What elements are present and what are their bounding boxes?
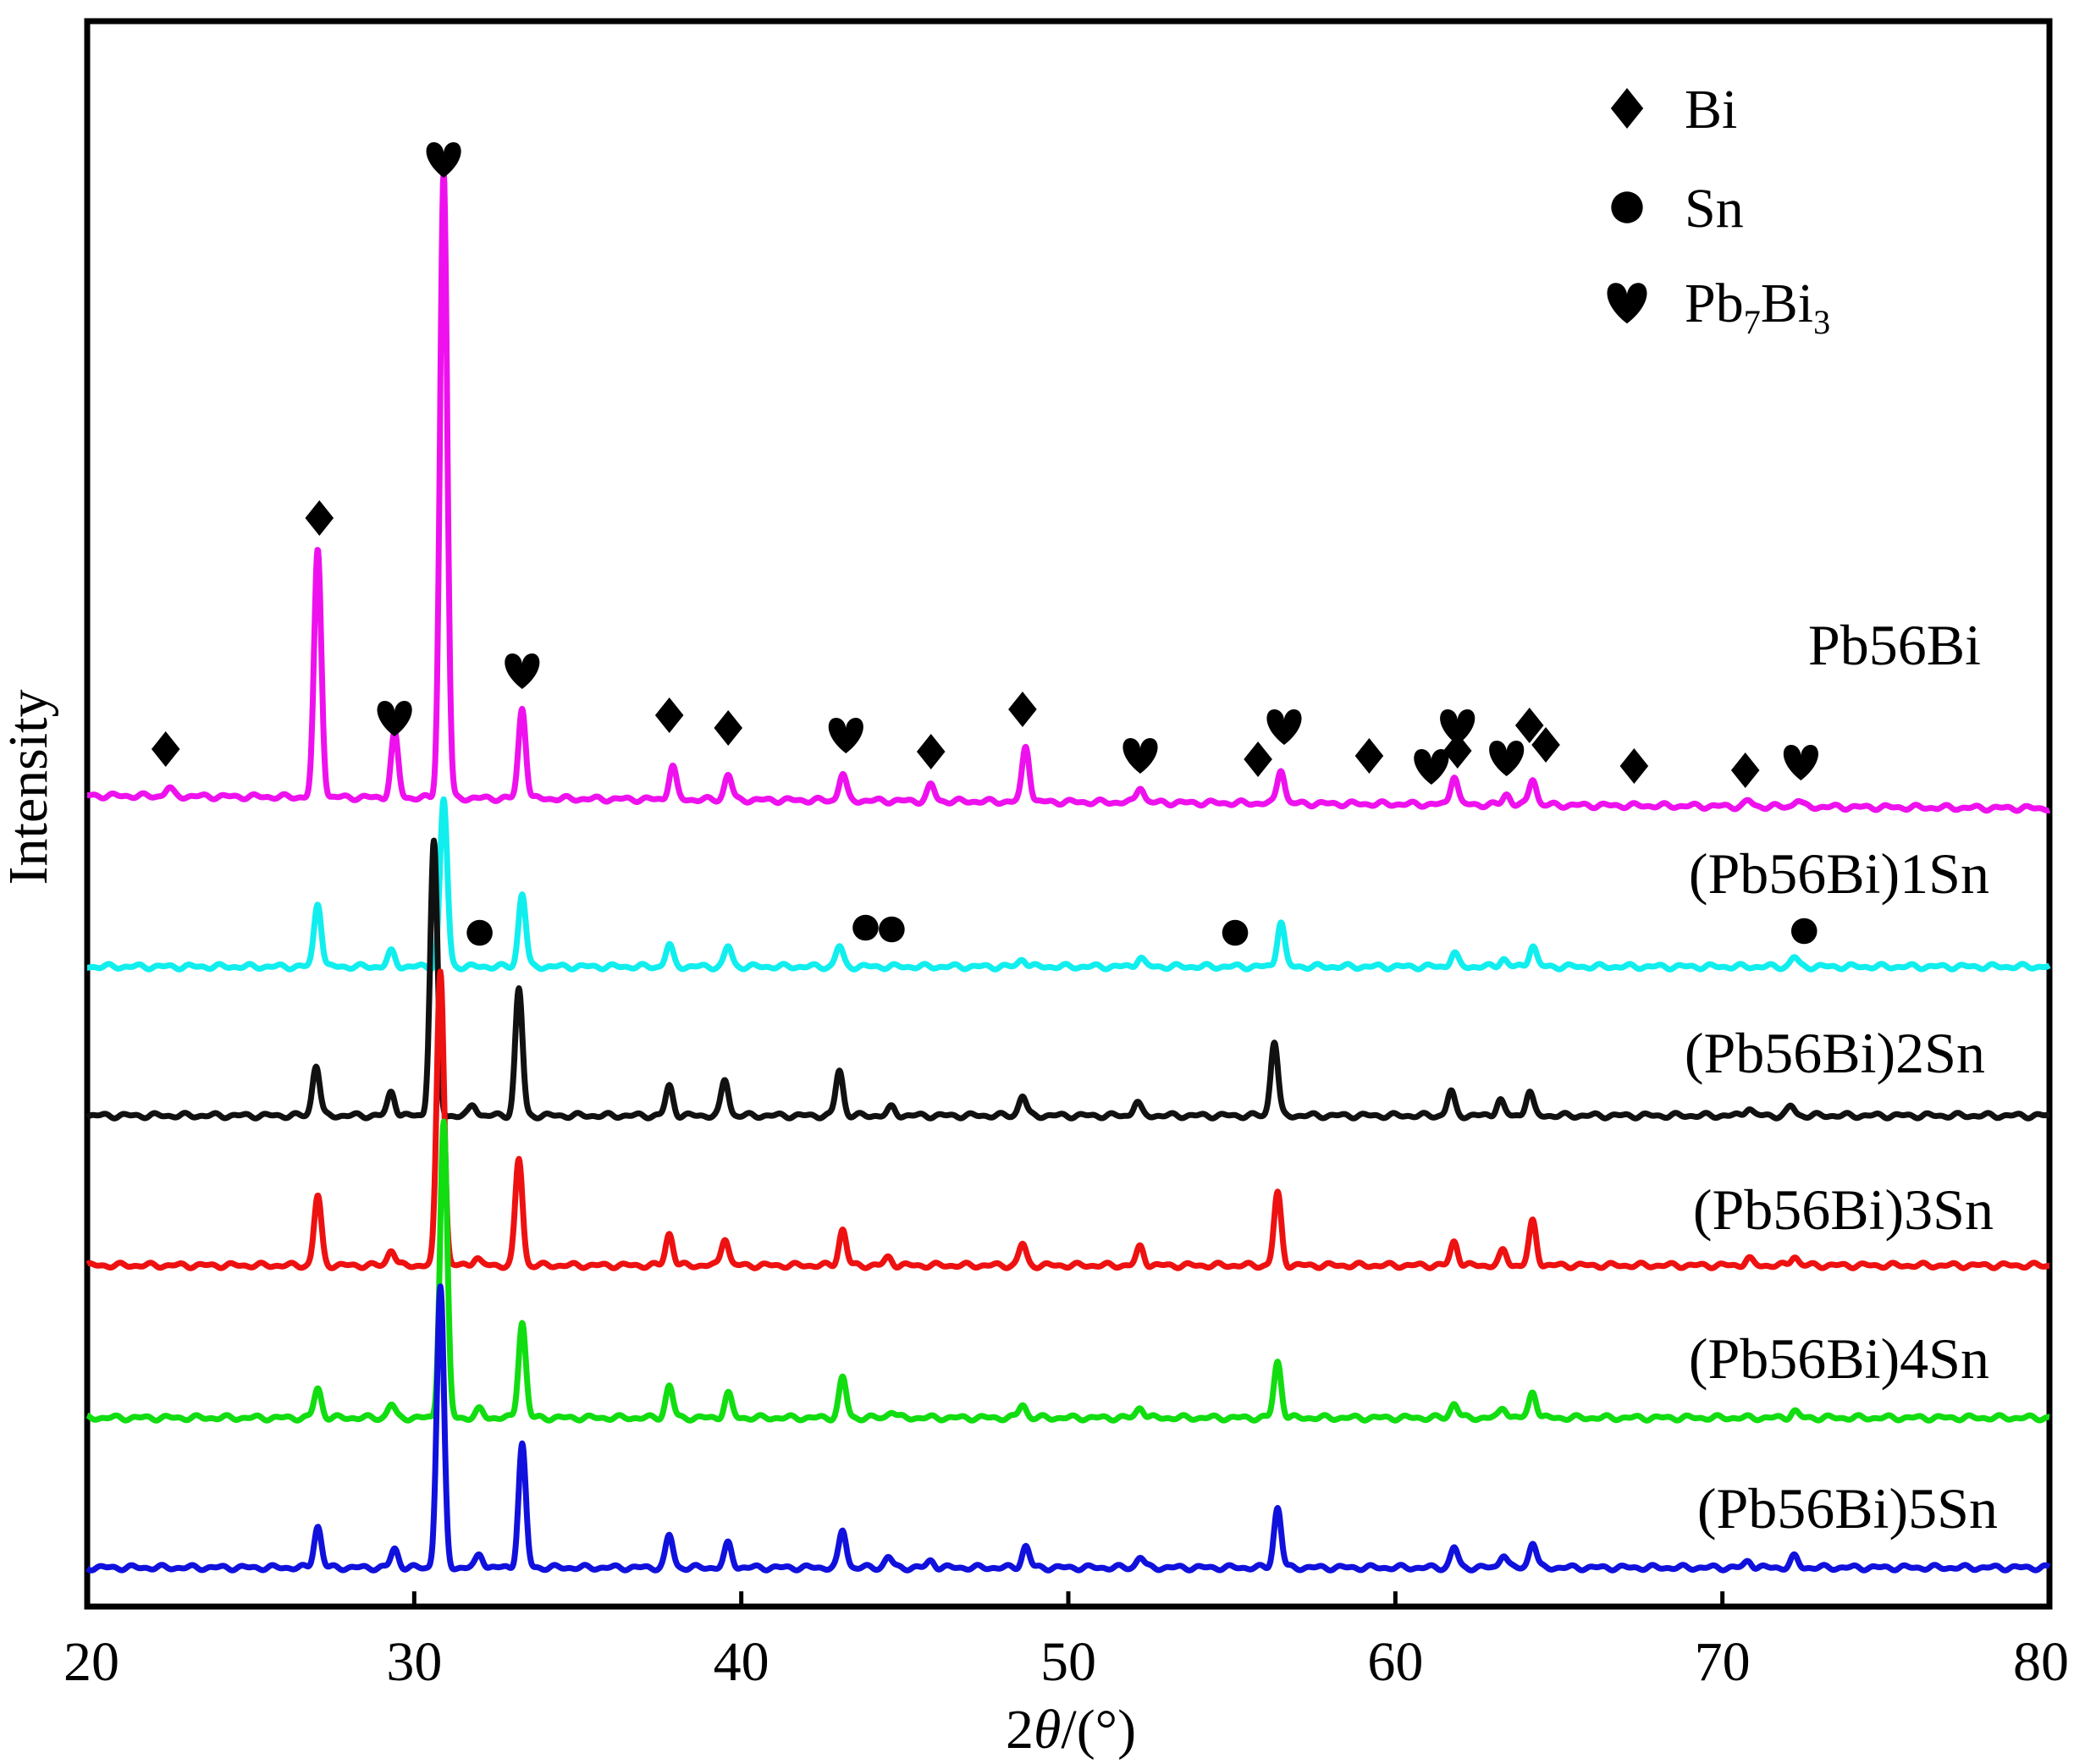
bi-marker (1619, 748, 1649, 784)
x-axis-label-theta: θ (1034, 1699, 1061, 1761)
bi-marker (916, 734, 946, 769)
bi-marker (305, 500, 334, 536)
legend-label-part: Bi (1761, 273, 1813, 334)
series-line (85, 1118, 2052, 1424)
pb7bi3-marker (1783, 745, 1818, 781)
bi-marker (1442, 733, 1472, 769)
pb7bi3-marker (1440, 709, 1476, 746)
sn-marker (852, 914, 879, 941)
series-label: (Pb56Bi)2Sn (1685, 1021, 1985, 1085)
pb7bi3-marker (1414, 749, 1449, 786)
series-label: (Pb56Bi)4Sn (1689, 1326, 1989, 1391)
sn-marker (466, 919, 493, 946)
x-tick-label: 80 (2013, 1631, 2069, 1693)
pb7bi3-marker (505, 653, 540, 690)
series-label: Pb56Bi (1808, 613, 1981, 677)
legend-marker (1607, 283, 1647, 324)
legend-label: Sn (1685, 178, 1744, 240)
legend-label-part: Pb (1685, 273, 1744, 334)
legend-marker (1611, 191, 1643, 223)
legend-label-subscript: 7 (1744, 303, 1761, 341)
x-tick-label: 40 (714, 1631, 769, 1693)
bi-marker (1531, 727, 1560, 763)
x-axis-label: 2θ/(°) (1006, 1699, 1136, 1761)
series-label: (Pb56Bi)5Sn (1697, 1476, 1998, 1541)
bi-marker (1514, 708, 1544, 743)
legend-label-part: Sn (1685, 178, 1744, 240)
x-axis: 20 30 40 50 60 70 80 (63, 1591, 2069, 1693)
legend-marker (1610, 88, 1644, 129)
series-label-layer: Pb56Bi (Pb56Bi)1Sn (Pb56Bi)2Sn (Pb56Bi)3Sn (… (1685, 613, 1998, 1541)
pb7bi3-marker (426, 142, 461, 179)
series-line (85, 168, 2052, 814)
sn-marker (1790, 918, 1818, 945)
bi-marker (654, 697, 684, 733)
series-layer (85, 168, 2052, 1574)
series-line (85, 1283, 2052, 1574)
series-line (85, 968, 2052, 1271)
bi-marker (1730, 752, 1760, 788)
series-label: (Pb56Bi)1Sn (1689, 841, 1989, 906)
pb7bi3-marker (1266, 709, 1302, 746)
series-line (85, 837, 2052, 1122)
bi-marker (1354, 738, 1384, 774)
bi-marker (714, 710, 743, 746)
x-axis-label-suffix: /(°) (1061, 1699, 1136, 1761)
legend-label-part: Bi (1685, 79, 1737, 141)
x-tick-label: 30 (386, 1631, 442, 1693)
y-axis-label: Intensity (0, 690, 59, 885)
legend-label: Bi (1685, 79, 1737, 141)
pb7bi3-marker (1489, 741, 1525, 777)
legend-label: Pb7Bi3 (1685, 273, 1830, 341)
series-label: (Pb56Bi)3Sn (1693, 1177, 1994, 1242)
pb7bi3-marker (828, 718, 863, 754)
phase-marker-layer (151, 142, 1818, 946)
bi-marker (1008, 692, 1037, 727)
x-tick-label: 60 (1367, 1631, 1423, 1693)
sn-marker (879, 916, 905, 943)
series-line (85, 796, 2052, 973)
x-tick-label: 20 (63, 1631, 119, 1693)
x-axis-label-prefix: 2 (1006, 1699, 1034, 1761)
sn-marker (1222, 919, 1249, 946)
x-tick-label: 50 (1040, 1631, 1096, 1693)
legend-label-subscript: 3 (1813, 303, 1830, 341)
pb7bi3-marker (1122, 738, 1158, 775)
bi-marker (1244, 741, 1272, 777)
x-tick-label: 70 (1695, 1631, 1751, 1693)
bi-marker (151, 731, 180, 767)
pb7bi3-marker (377, 701, 412, 737)
